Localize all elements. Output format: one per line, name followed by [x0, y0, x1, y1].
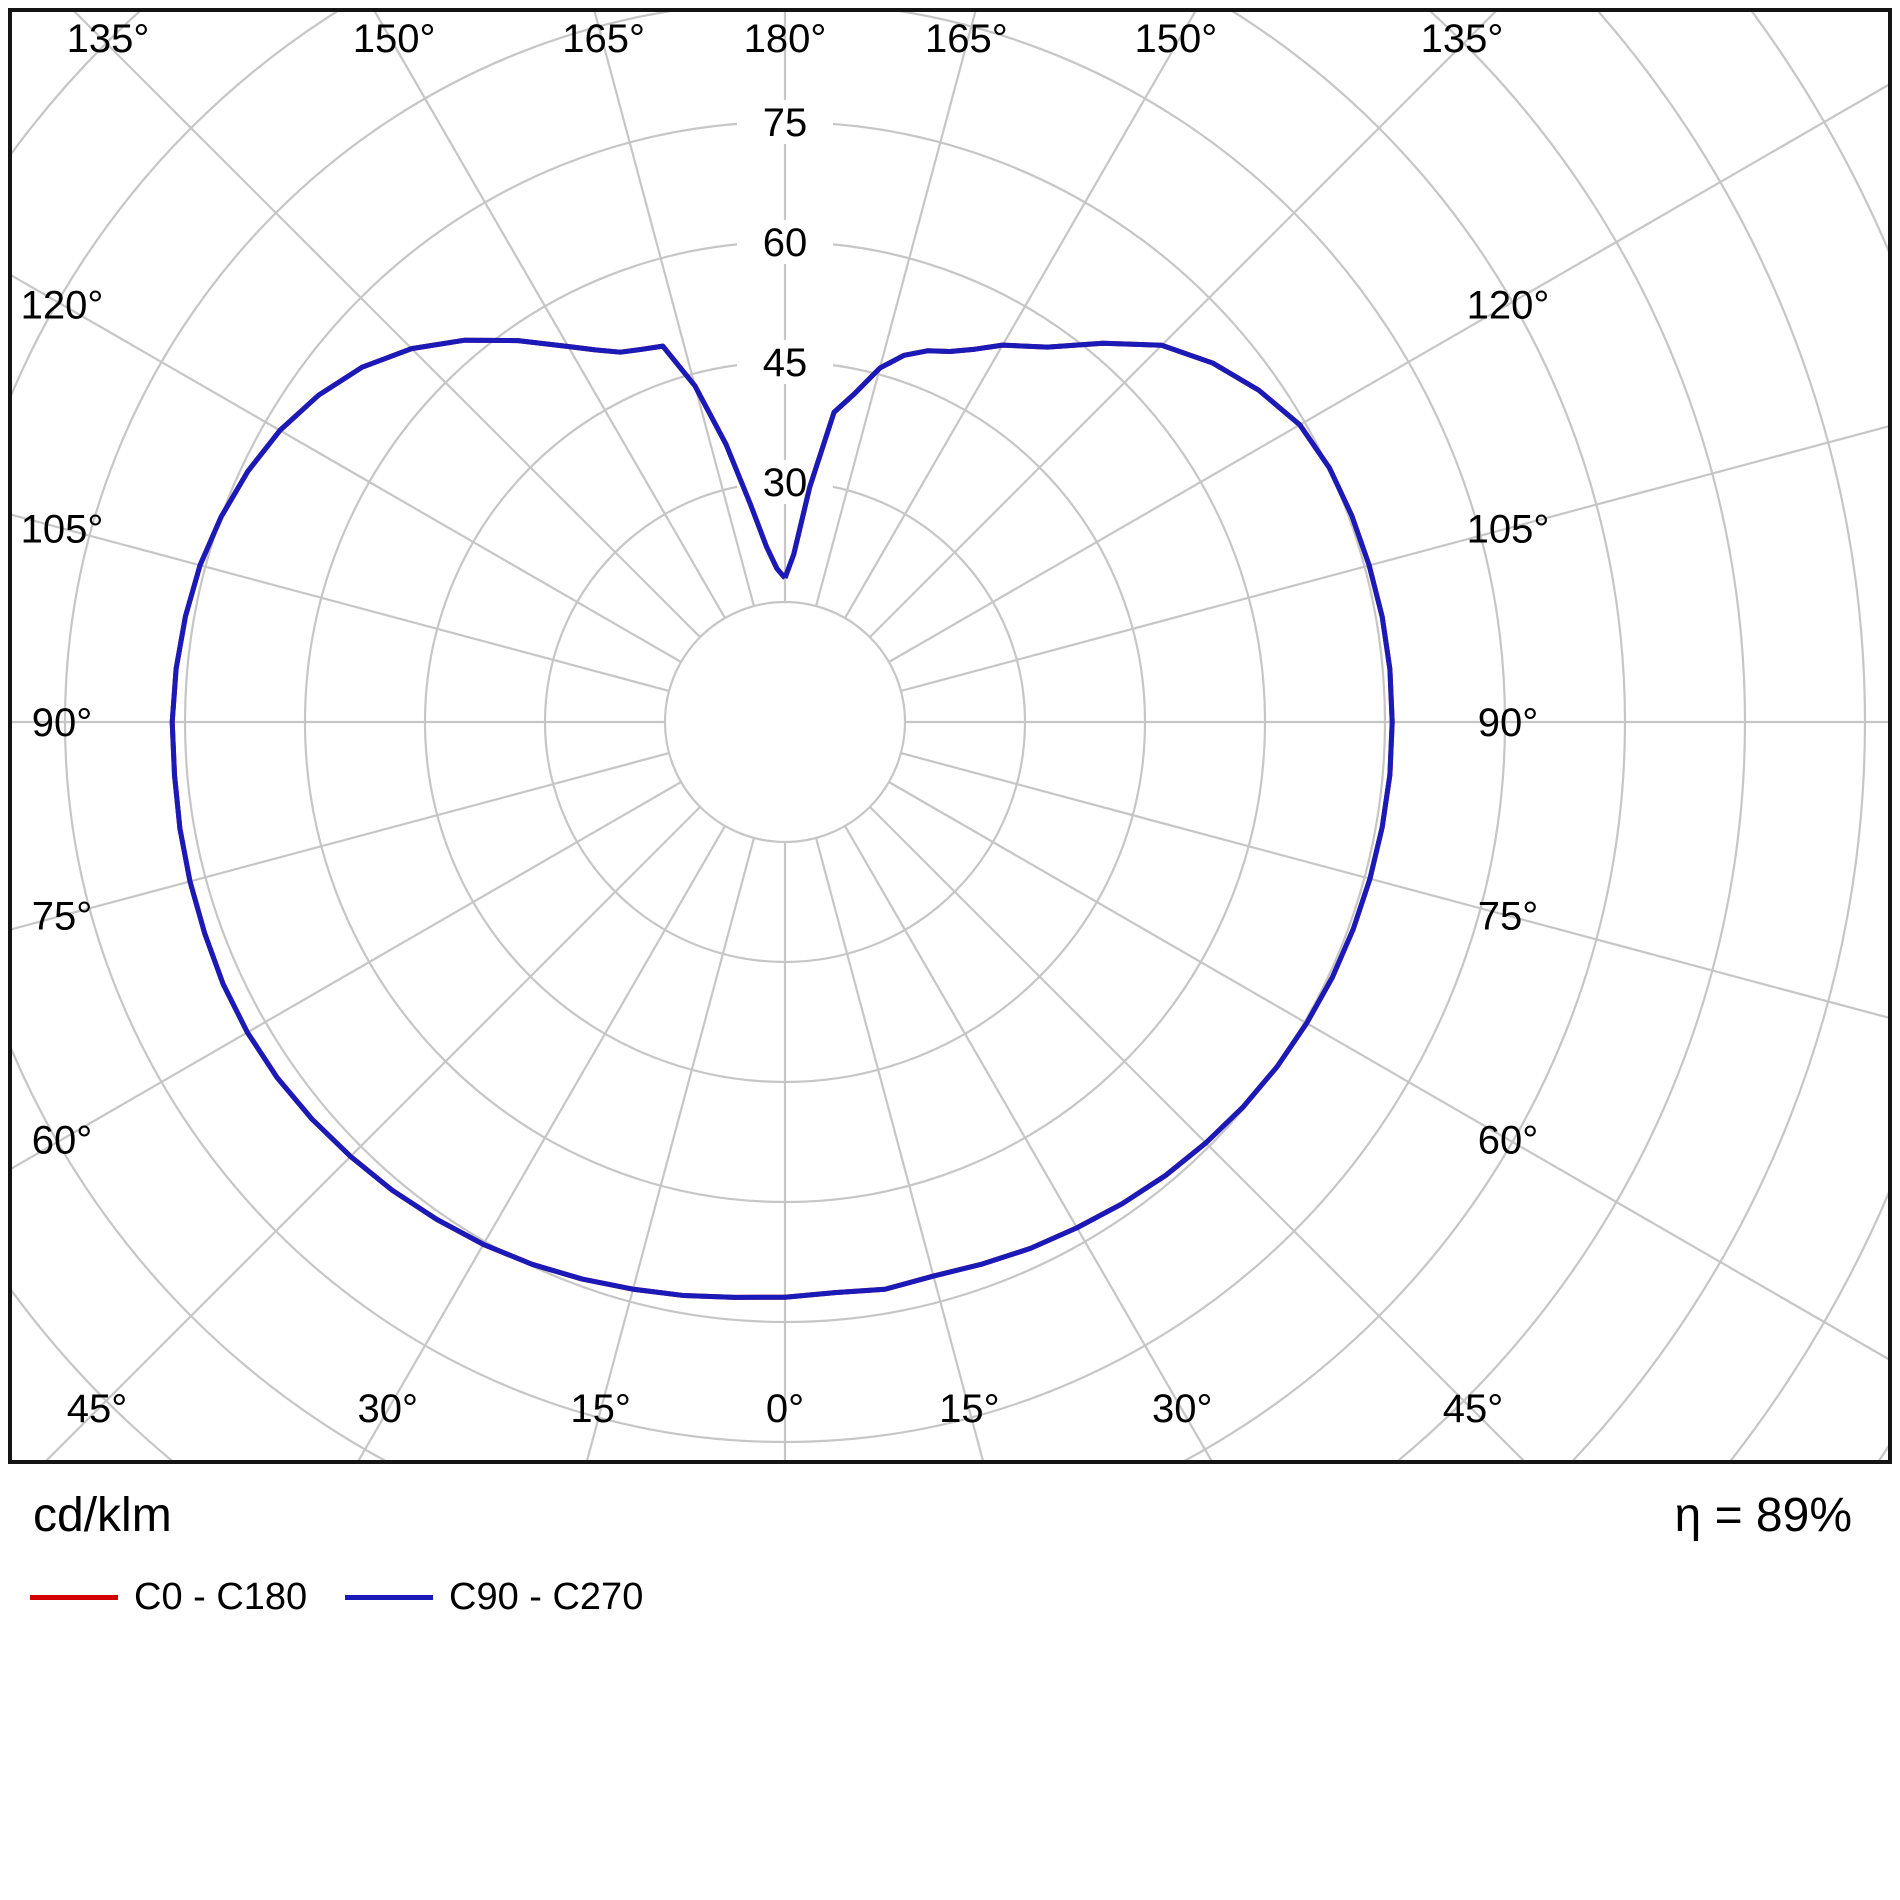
- angle-label: 75°: [32, 895, 93, 939]
- angle-label: 0°: [766, 1387, 804, 1431]
- angle-label: 60°: [1478, 1118, 1539, 1162]
- chart-frame: [8, 8, 1892, 1464]
- angle-label: 180°: [744, 17, 827, 61]
- legend: C0 - C180 C90 - C270: [0, 1572, 1900, 1622]
- legend-label-c90-c270: C90 - C270: [449, 1575, 644, 1618]
- angle-label: 120°: [1467, 284, 1550, 328]
- angle-label: 30°: [1152, 1387, 1213, 1431]
- angle-labels: 0° 15° 15° 30° 30° 45° 45° 60° 60° 75° 75° 90° 90° 10…: [21, 17, 1550, 1431]
- legend-item-c0-c180: C0 - C180: [30, 1572, 307, 1622]
- angle-label: 60°: [32, 1118, 93, 1162]
- angle-label: 90°: [32, 701, 93, 745]
- legend-label-c0-c180: C0 - C180: [134, 1575, 308, 1618]
- angle-label: 105°: [1467, 507, 1550, 551]
- angle-label: 150°: [353, 17, 436, 61]
- c0-c180-line-swatch: [30, 1594, 118, 1600]
- angle-label: 15°: [939, 1387, 1000, 1431]
- radial-tick-label: 30: [763, 461, 808, 505]
- c90-c270-curve: [169, 337, 1395, 1300]
- angle-label: 90°: [1478, 701, 1539, 745]
- angle-label: 165°: [925, 17, 1008, 61]
- angle-label: 135°: [67, 17, 150, 61]
- angle-label: 150°: [1134, 17, 1217, 61]
- angle-label: 135°: [1421, 17, 1504, 61]
- angle-label: 165°: [562, 17, 645, 61]
- radial-tick-labels: 30 45 60 75: [737, 100, 833, 505]
- angle-label: 45°: [1443, 1387, 1504, 1431]
- angle-label: 120°: [21, 284, 104, 328]
- angle-label: 30°: [358, 1387, 419, 1431]
- angle-label: 45°: [67, 1387, 128, 1431]
- unit-label: cd/klm: [33, 1489, 172, 1542]
- angle-label: 75°: [1478, 895, 1539, 939]
- legend-item-c90-c270: C90 - C270: [345, 1572, 643, 1622]
- angle-label: 15°: [570, 1387, 631, 1431]
- radial-tick-label: 60: [763, 221, 808, 265]
- radial-tick-label: 75: [763, 101, 808, 145]
- c90-c270-line-swatch: [345, 1594, 433, 1600]
- angle-label: 105°: [21, 507, 104, 551]
- radial-tick-label: 45: [763, 341, 808, 385]
- efficiency-label: η = 89%: [1674, 1489, 1852, 1542]
